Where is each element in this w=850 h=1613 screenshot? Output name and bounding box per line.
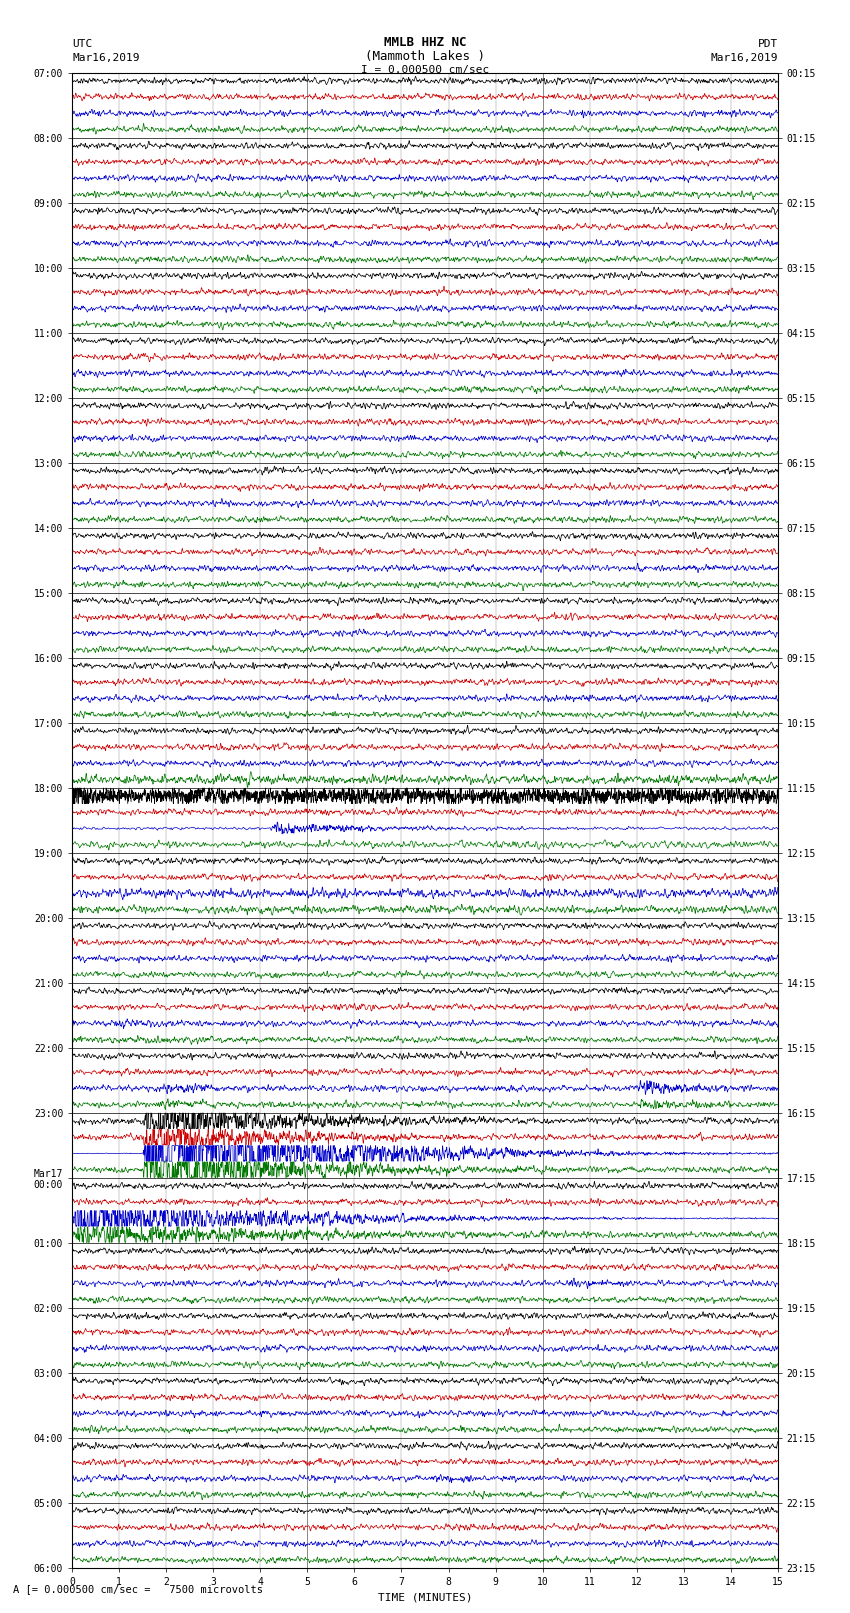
Text: MMLB HHZ NC: MMLB HHZ NC — [383, 35, 467, 50]
Text: UTC: UTC — [72, 39, 93, 50]
Text: Mar16,2019: Mar16,2019 — [72, 53, 139, 63]
Text: I = 0.000500 cm/sec: I = 0.000500 cm/sec — [361, 65, 489, 76]
Text: Mar16,2019: Mar16,2019 — [711, 53, 778, 63]
Text: (Mammoth Lakes ): (Mammoth Lakes ) — [365, 50, 485, 63]
Text: PDT: PDT — [757, 39, 778, 50]
X-axis label: TIME (MINUTES): TIME (MINUTES) — [377, 1592, 473, 1602]
Text: A [= 0.000500 cm/sec =   7500 microvolts: A [= 0.000500 cm/sec = 7500 microvolts — [13, 1584, 263, 1594]
